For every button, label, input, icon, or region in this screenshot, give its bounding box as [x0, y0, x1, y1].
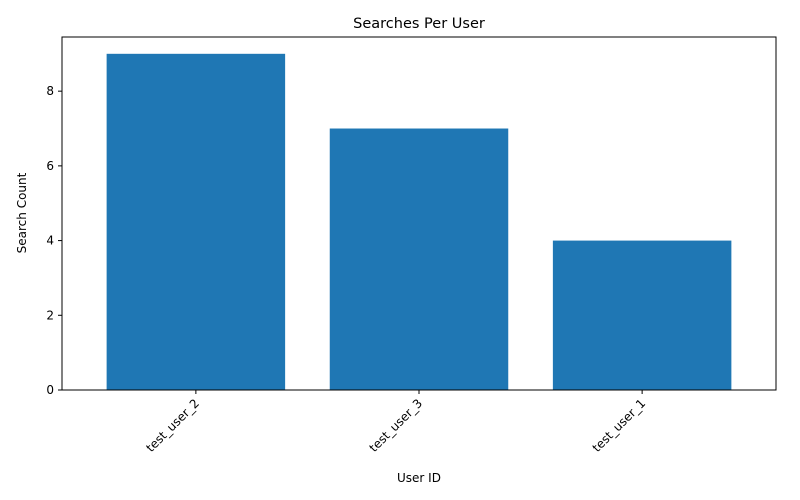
bar-test_user_3: [329, 128, 509, 390]
bars-group: [106, 53, 732, 391]
chart-title: Searches Per User: [353, 16, 485, 32]
x-axis-label: User ID: [397, 471, 441, 485]
y-tick-label: 6: [46, 159, 54, 173]
y-axis-label: Search Count: [15, 172, 29, 253]
bar-test_user_2: [106, 53, 286, 391]
y-tick-label: 2: [46, 308, 54, 322]
y-axis-ticks: 0 2 4 6 8: [46, 84, 62, 397]
plot-frame: [61, 36, 777, 391]
y-tick-label: 4: [46, 234, 54, 248]
bar-test_user_1: [552, 240, 732, 390]
y-tick-label: 0: [46, 383, 54, 397]
y-tick-label: 8: [46, 84, 54, 98]
